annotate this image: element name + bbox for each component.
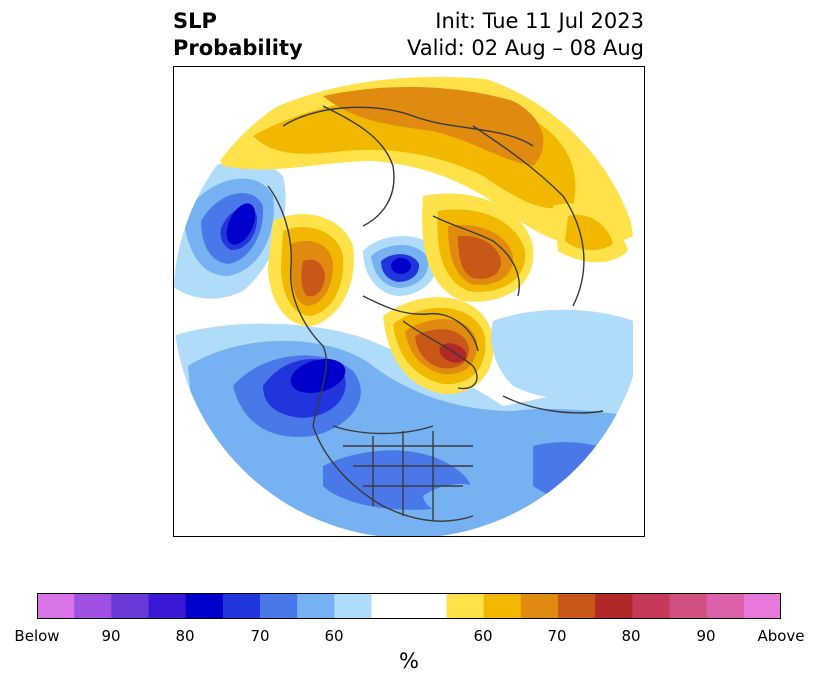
below-na-65c <box>533 442 645 510</box>
colorbar-bin-above_75 <box>595 593 633 619</box>
probability-shading <box>173 66 645 537</box>
above-north-65 <box>323 86 544 166</box>
coastlines <box>267 105 604 522</box>
forecast-dates: Init: Tue 11 Jul 2023 Valid: 02 Aug – 08… <box>407 8 644 62</box>
colorbar-tick-label: 70 <box>250 627 270 645</box>
colorbar-bin-below_55 <box>334 593 372 619</box>
colorbar-bin-below_90 <box>74 593 112 619</box>
colorbar-unit: % <box>399 649 419 673</box>
colorbar-tick-label: 90 <box>696 627 716 645</box>
colorbar-tick-label: 80 <box>175 627 195 645</box>
colorbar-bin-above_65 <box>520 593 559 619</box>
colorbar-tick-label: 80 <box>621 627 641 645</box>
above-canada-70 <box>301 259 325 297</box>
colorbar-tick-label: 90 <box>101 627 121 645</box>
colorbar-tick-label: Above <box>757 627 805 645</box>
colorbar-bin-above_90 <box>706 593 745 619</box>
colorbar-border <box>37 593 781 619</box>
colorbar-bin-above_100 <box>743 593 782 619</box>
colorbar-bin-below_60 <box>297 593 335 619</box>
colorbar-tick-label: Below <box>14 627 60 645</box>
below-pacific-core <box>226 203 256 245</box>
colorbar-bin-below_65 <box>260 593 298 619</box>
colorbar-bin-below_80 <box>148 593 187 619</box>
colorbar-bin-below_85 <box>111 593 149 619</box>
colorbar-bin-below_75 <box>185 593 224 619</box>
map-title: SLP Probability <box>173 8 303 62</box>
colorbar-tick-label: 60 <box>324 627 344 645</box>
title-variable: SLP <box>173 9 217 33</box>
below-na-interior <box>423 484 489 515</box>
colorbar-bin-below_70 <box>222 593 261 619</box>
below-na-core <box>290 358 346 394</box>
colorbar-bin-below_100 <box>37 593 75 619</box>
valid-range: Valid: 02 Aug – 08 Aug <box>406 36 644 60</box>
colorbar-bin-neutral <box>371 593 447 619</box>
title-subtitle: Probability <box>173 36 303 60</box>
colorbar-bin-above_55 <box>446 593 485 619</box>
colorbar-bin-above_80 <box>632 593 670 619</box>
below-arctic-core <box>391 258 411 274</box>
probability-map <box>173 66 645 537</box>
colorbar <box>37 593 782 619</box>
colorbar-bin-above_70 <box>558 593 596 619</box>
colorbar-bin-above_85 <box>669 593 708 619</box>
colorbar-tick-label: 60 <box>473 627 493 645</box>
below-europe-south <box>491 309 633 402</box>
init-date: Init: Tue 11 Jul 2023 <box>435 9 644 33</box>
above-eurasia-70 <box>458 235 501 279</box>
colorbar-tick-label: 70 <box>547 627 567 645</box>
colorbar-bin-above_60 <box>483 593 522 619</box>
